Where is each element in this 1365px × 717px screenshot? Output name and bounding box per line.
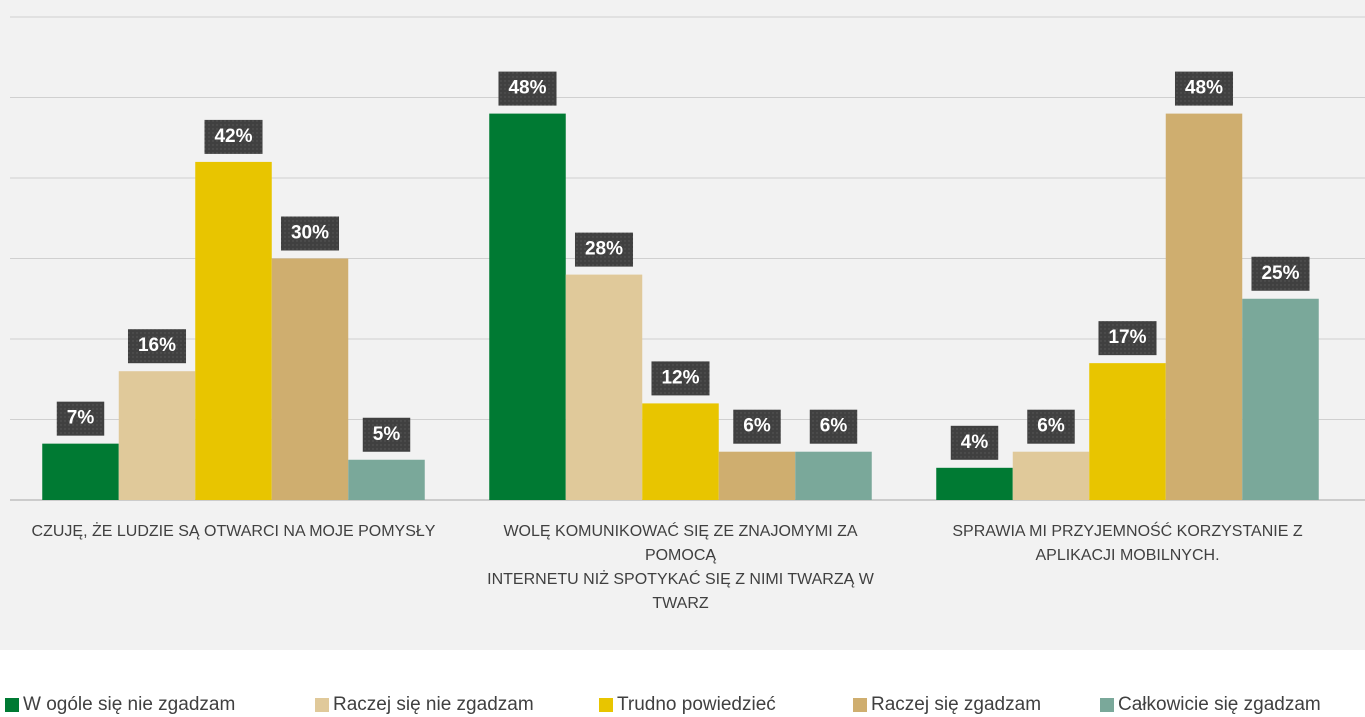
data-label-box [127, 329, 187, 364]
data-label: 6% [743, 416, 771, 437]
bar [348, 459, 425, 500]
data-label-box [733, 409, 781, 444]
bar [642, 403, 719, 500]
data-label-box [651, 361, 710, 396]
bar [1242, 298, 1319, 500]
bar [718, 451, 796, 500]
bar [1165, 113, 1243, 500]
data-label-box [1174, 71, 1234, 106]
x-tick-label: CZUJĘ, ŻE LUDZIE SĄ OTWARCI NA MOJE POMY… [31, 523, 436, 540]
data-label-box [362, 417, 411, 452]
x-tick-label: WOLĘ KOMUNIKOWAĆ SIĘ ZE ZNAJOMYMI ZA POM… [487, 523, 874, 612]
legend-label: W ogóle się nie zgadzam [23, 694, 236, 715]
data-label: 17% [1108, 327, 1146, 348]
data-label-box [950, 425, 999, 460]
data-label: 12% [661, 367, 699, 388]
legend-swatch [599, 698, 613, 712]
legend-swatch [5, 698, 19, 712]
data-label: 25% [1261, 263, 1299, 284]
bar [795, 451, 872, 500]
data-label-box [498, 71, 557, 106]
data-label: 6% [1037, 416, 1065, 437]
legend-label: Raczej się zgadzam [871, 694, 1042, 715]
bar [42, 443, 119, 500]
data-label: 48% [1185, 78, 1223, 99]
data-label: 16% [138, 335, 176, 356]
x-tick-label: SPRAWIA MI PRZYJEMNOŚĆ KORZYSTANIE Z APL… [952, 523, 1303, 564]
legend-swatch [315, 698, 329, 712]
bar [489, 113, 566, 500]
bar [565, 274, 643, 500]
data-label-box [280, 216, 340, 251]
bar [1012, 451, 1090, 500]
legend-label: Raczej się nie zgadzam [333, 694, 534, 715]
data-label: 7% [67, 408, 95, 429]
data-label: 5% [373, 424, 401, 445]
data-label-box [1251, 256, 1310, 291]
data-label: 28% [585, 239, 623, 260]
data-label-box [56, 401, 105, 436]
legend-swatch [853, 698, 867, 712]
legend-label: Trudno powiedzieć [617, 694, 776, 715]
data-label: 42% [214, 126, 252, 147]
legend-swatch [1100, 698, 1114, 712]
bar [271, 258, 349, 500]
legend-label: Całkowicie się zgadzam [1118, 694, 1321, 715]
data-label: 30% [291, 223, 329, 244]
data-label-box [204, 119, 263, 154]
data-label: 6% [820, 416, 848, 437]
data-label: 4% [961, 432, 989, 453]
bar [118, 371, 196, 500]
bar [1089, 363, 1166, 500]
data-label-box [1027, 409, 1075, 444]
data-label-box [809, 409, 858, 444]
bar [195, 161, 272, 500]
data-label-box [1098, 321, 1157, 356]
data-label: 48% [508, 78, 546, 99]
bar [936, 467, 1013, 500]
data-label-box [574, 232, 634, 267]
